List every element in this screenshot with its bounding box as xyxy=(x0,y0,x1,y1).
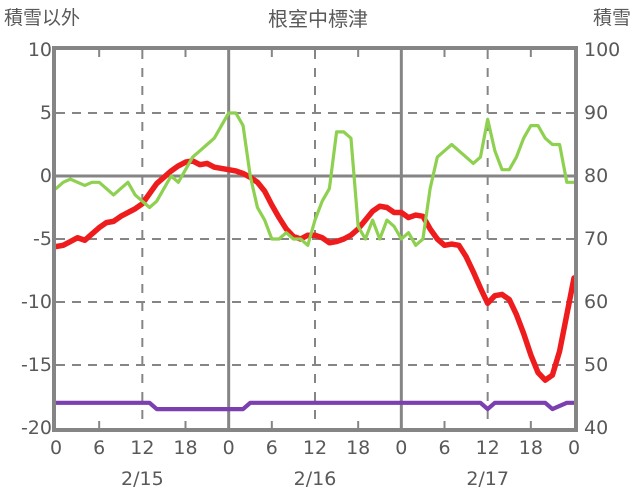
right-tick-80: 80 xyxy=(584,165,609,187)
snow-depth-line xyxy=(56,400,574,412)
left-axis-label: 積雪以外 xyxy=(4,7,81,29)
left-tick-neg10: -10 xyxy=(20,291,52,313)
x-tick-7: 18 xyxy=(346,437,371,459)
x-tick-8: 0 xyxy=(395,437,408,459)
x-tick-1: 6 xyxy=(93,437,106,459)
right-tick-100: 100 xyxy=(584,39,621,61)
chart-title: 根室中標津 xyxy=(268,7,368,31)
right-axis-label: 積雪 xyxy=(592,7,631,29)
plot-frame xyxy=(52,46,578,432)
left-tick-neg5: -5 xyxy=(33,228,52,250)
right-tick-50: 50 xyxy=(584,354,609,376)
x-tick-12: 0 xyxy=(567,437,581,459)
grid-layer xyxy=(56,50,574,428)
x-tick-10: 12 xyxy=(475,437,500,459)
plot-canvas xyxy=(56,50,574,428)
left-tick-10: 10 xyxy=(27,39,52,61)
right-tick-90: 90 xyxy=(584,102,609,124)
x-tick-3: 18 xyxy=(173,437,198,459)
left-tick-neg20: -20 xyxy=(20,417,52,439)
x-tick-5: 6 xyxy=(265,437,278,459)
right-tick-60: 60 xyxy=(584,291,609,313)
x-tick-9: 6 xyxy=(438,437,451,459)
left-tick-5: 5 xyxy=(39,102,52,124)
humidity-line xyxy=(56,111,574,247)
series-layer xyxy=(56,111,574,412)
right-tick-70: 70 xyxy=(584,228,609,250)
right-tick-40: 40 xyxy=(584,417,609,439)
x-tick-11: 18 xyxy=(518,437,543,459)
x-tick-2: 12 xyxy=(130,437,155,459)
day-label-0: 2/15 xyxy=(120,468,164,490)
day-label-1: 2/16 xyxy=(293,468,337,490)
day-label-2: 2/17 xyxy=(466,468,509,490)
x-tick-4: 0 xyxy=(222,437,235,459)
x-tick-6: 12 xyxy=(302,437,328,459)
x-tick-0: 0 xyxy=(49,437,63,459)
left-tick-neg15: -15 xyxy=(20,354,52,376)
temperature-line xyxy=(56,158,574,383)
left-tick-0: 0 xyxy=(39,165,52,187)
